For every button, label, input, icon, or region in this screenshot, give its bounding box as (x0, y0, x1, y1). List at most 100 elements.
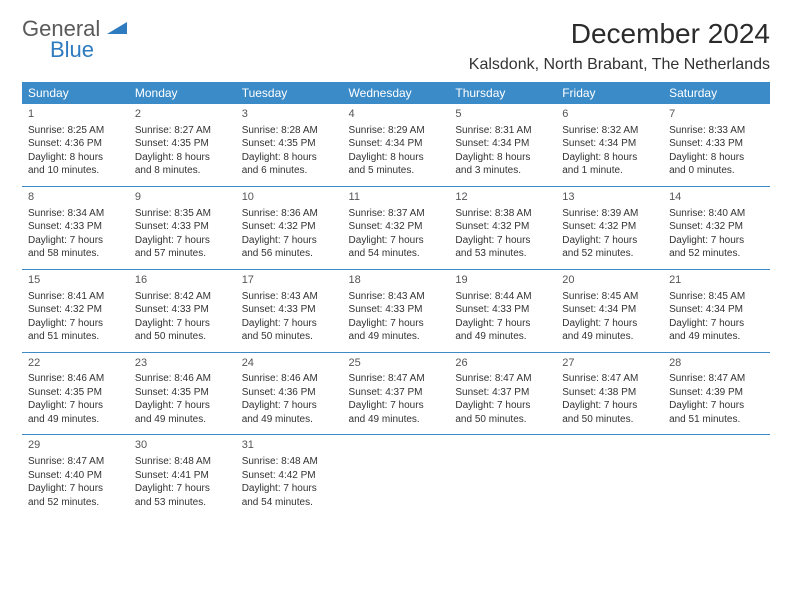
day-cell: 28Sunrise: 8:47 AMSunset: 4:39 PMDayligh… (663, 352, 770, 435)
day-cell: 11 Sunrise: 8:37 AMSunset: 4:32 PMDayligh… (343, 186, 450, 269)
sunrise-text: Sunrise: 8:28 AM (242, 124, 337, 138)
sunset-text: Sunset: 4:34 PM (349, 137, 444, 151)
sunrise-text: Sunrise: 8:47 AM (562, 372, 657, 386)
sunset-text: Sunset: 4:35 PM (135, 137, 230, 151)
daylight-text: Daylight: 8 hours (562, 151, 657, 165)
sunrise-text: Sunrise: 8:37 AM (349, 207, 444, 221)
day-cell: 23Sunrise: 8:46 AMSunset: 4:35 PMDayligh… (129, 352, 236, 435)
day-number: 6 (562, 107, 657, 122)
day-cell: 10 Sunrise: 8:36 AMSunset: 4:32 PMDayligh… (236, 186, 343, 269)
day-number: 9 (135, 190, 230, 205)
daylight-text: Daylight: 7 hours (28, 482, 123, 496)
sunrise-text: Sunrise: 8:36 AM (242, 207, 337, 221)
sunset-text: Sunset: 4:33 PM (455, 303, 550, 317)
sunrise-text: Sunrise: 8:31 AM (455, 124, 550, 138)
sunrise-text: Sunrise: 8:46 AM (242, 372, 337, 386)
sunrise-text: Sunrise: 8:43 AM (242, 290, 337, 304)
day-number: 22 (28, 356, 123, 371)
day-number: 11 (349, 190, 444, 205)
day-number: 23 (135, 356, 230, 371)
daylight-text: Daylight: 7 hours (135, 317, 230, 331)
day-number: 8 (28, 190, 123, 205)
logo: General Blue (22, 18, 127, 61)
sunrise-text: Sunrise: 8:29 AM (349, 124, 444, 138)
daylight-text: and 57 minutes. (135, 247, 230, 261)
sunrise-text: Sunrise: 8:38 AM (455, 207, 550, 221)
sunrise-text: Sunrise: 8:47 AM (349, 372, 444, 386)
col-saturday: Saturday (663, 82, 770, 104)
daylight-text: Daylight: 7 hours (455, 317, 550, 331)
daylight-text: and 49 minutes. (349, 330, 444, 344)
sunset-text: Sunset: 4:37 PM (455, 386, 550, 400)
sunrise-text: Sunrise: 8:33 AM (669, 124, 764, 138)
daylight-text: and 56 minutes. (242, 247, 337, 261)
day-number: 2 (135, 107, 230, 122)
day-number: 18 (349, 273, 444, 288)
daylight-text: and 54 minutes. (349, 247, 444, 261)
day-cell: 1Sunrise: 8:25 AMSunset: 4:36 PMDaylight… (22, 104, 129, 186)
daylight-text: and 10 minutes. (28, 164, 123, 178)
daylight-text: and 52 minutes. (562, 247, 657, 261)
daylight-text: Daylight: 7 hours (28, 234, 123, 248)
sunset-text: Sunset: 4:41 PM (135, 469, 230, 483)
day-cell: 17Sunrise: 8:43 AMSunset: 4:33 PMDayligh… (236, 269, 343, 352)
day-number: 4 (349, 107, 444, 122)
day-number: 24 (242, 356, 337, 371)
sunset-text: Sunset: 4:33 PM (242, 303, 337, 317)
sunrise-text: Sunrise: 8:43 AM (349, 290, 444, 304)
sunrise-text: Sunrise: 8:39 AM (562, 207, 657, 221)
day-number: 12 (455, 190, 550, 205)
sunset-text: Sunset: 4:35 PM (242, 137, 337, 151)
week-row: 8Sunrise: 8:34 AMSunset: 4:33 PMDaylight… (22, 186, 770, 269)
daylight-text: Daylight: 7 hours (669, 399, 764, 413)
daylight-text: Daylight: 7 hours (455, 399, 550, 413)
sunrise-text: Sunrise: 8:41 AM (28, 290, 123, 304)
col-wednesday: Wednesday (343, 82, 450, 104)
week-row: 15Sunrise: 8:41 AMSunset: 4:32 PMDayligh… (22, 269, 770, 352)
sunset-text: Sunset: 4:32 PM (349, 220, 444, 234)
week-row: 1Sunrise: 8:25 AMSunset: 4:36 PMDaylight… (22, 104, 770, 186)
day-number: 30 (135, 438, 230, 453)
day-cell: 18Sunrise: 8:43 AMSunset: 4:33 PMDayligh… (343, 269, 450, 352)
sunset-text: Sunset: 4:39 PM (669, 386, 764, 400)
day-cell: 27Sunrise: 8:47 AMSunset: 4:38 PMDayligh… (556, 352, 663, 435)
day-number: 10 (242, 190, 337, 205)
day-number: 14 (669, 190, 764, 205)
sunset-text: Sunset: 4:33 PM (349, 303, 444, 317)
sunset-text: Sunset: 4:34 PM (562, 303, 657, 317)
daylight-text: and 50 minutes. (135, 330, 230, 344)
daylight-text: and 50 minutes. (562, 413, 657, 427)
sunset-text: Sunset: 4:32 PM (562, 220, 657, 234)
daylight-text: and 51 minutes. (669, 413, 764, 427)
day-cell: 3 Sunrise: 8:28 AMSunset: 4:35 PMDaylight… (236, 104, 343, 186)
daylight-text: Daylight: 7 hours (455, 234, 550, 248)
daylight-text: and 50 minutes. (242, 330, 337, 344)
daylight-text: and 50 minutes. (455, 413, 550, 427)
calendar-table: Sunday Monday Tuesday Wednesday Thursday… (22, 82, 770, 517)
daylight-text: and 3 minutes. (455, 164, 550, 178)
day-number: 21 (669, 273, 764, 288)
day-cell: 8Sunrise: 8:34 AMSunset: 4:33 PMDaylight… (22, 186, 129, 269)
daylight-text: Daylight: 7 hours (242, 234, 337, 248)
day-cell: 15Sunrise: 8:41 AMSunset: 4:32 PMDayligh… (22, 269, 129, 352)
sunset-text: Sunset: 4:35 PM (135, 386, 230, 400)
daylight-text: Daylight: 7 hours (349, 234, 444, 248)
daylight-text: and 54 minutes. (242, 496, 337, 510)
sunrise-text: Sunrise: 8:45 AM (669, 290, 764, 304)
sunrise-text: Sunrise: 8:47 AM (455, 372, 550, 386)
day-cell: 25Sunrise: 8:47 AMSunset: 4:37 PMDayligh… (343, 352, 450, 435)
day-cell (343, 435, 450, 517)
day-cell: 9Sunrise: 8:35 AMSunset: 4:33 PMDaylight… (129, 186, 236, 269)
day-number: 16 (135, 273, 230, 288)
col-sunday: Sunday (22, 82, 129, 104)
sunset-text: Sunset: 4:32 PM (242, 220, 337, 234)
day-cell (663, 435, 770, 517)
day-header-row: Sunday Monday Tuesday Wednesday Thursday… (22, 82, 770, 104)
day-number: 3 (242, 107, 337, 122)
sunrise-text: Sunrise: 8:35 AM (135, 207, 230, 221)
day-number: 19 (455, 273, 550, 288)
daylight-text: and 49 minutes. (669, 330, 764, 344)
daylight-text: Daylight: 8 hours (242, 151, 337, 165)
sunset-text: Sunset: 4:40 PM (28, 469, 123, 483)
sunrise-text: Sunrise: 8:47 AM (669, 372, 764, 386)
